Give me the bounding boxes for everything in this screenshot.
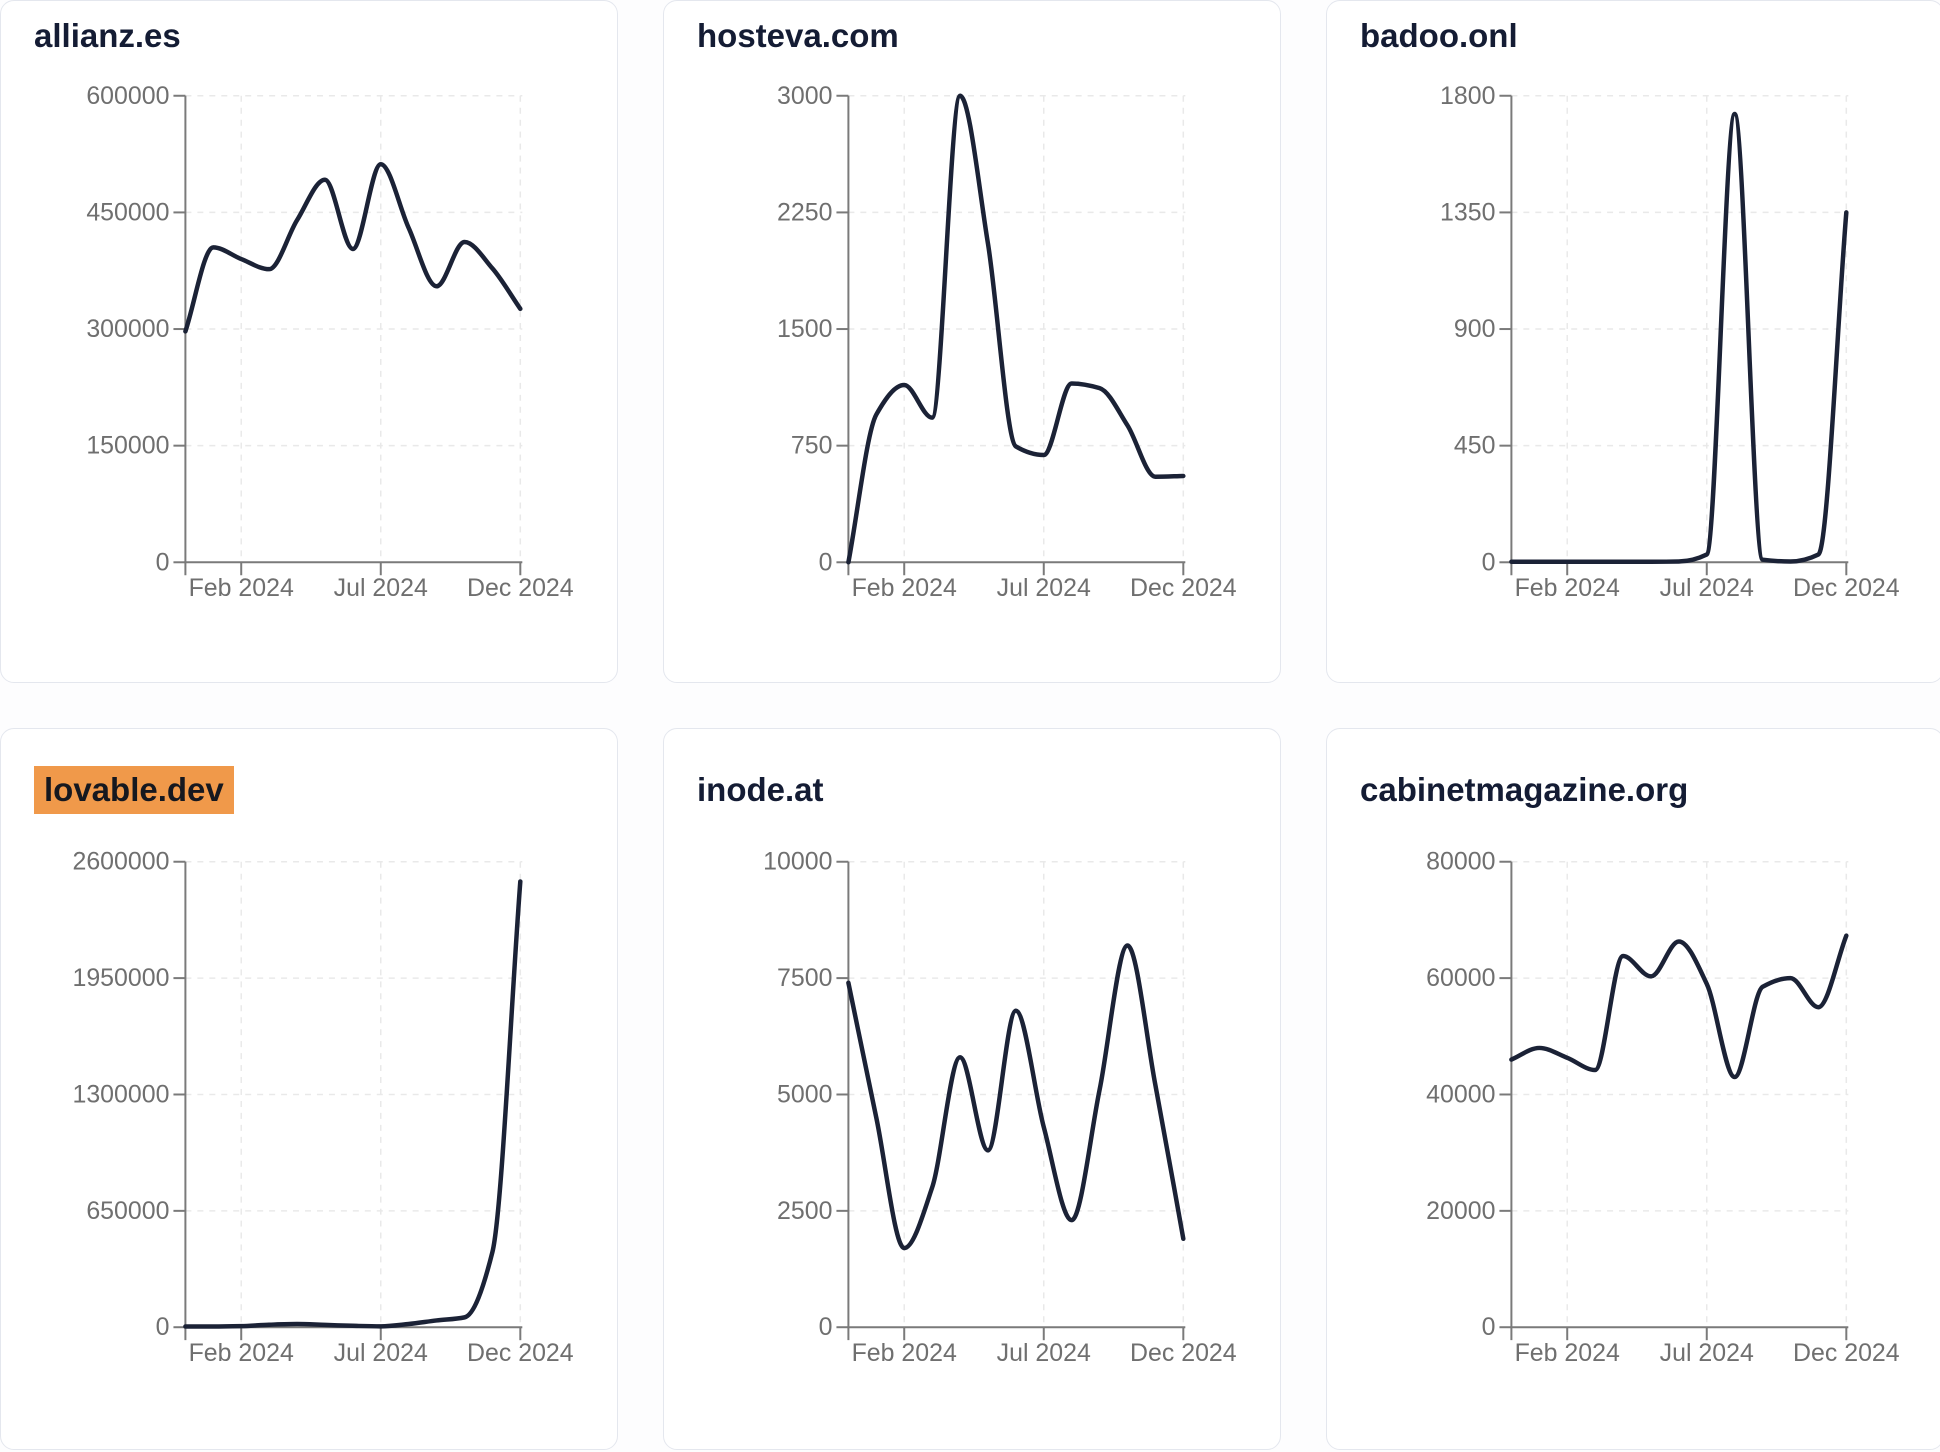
x-tick-label: Dec 2024 (1793, 1339, 1900, 1367)
y-tick-label: 1500 (777, 315, 832, 343)
domain-title: inode.at (697, 771, 824, 808)
y-tick-label: 2250 (777, 198, 832, 226)
y-tick-label: 0 (819, 548, 833, 576)
domain-title: hosteva.com (697, 17, 899, 54)
x-tick-label: Jul 2024 (1660, 574, 1754, 602)
traffic-line (846, 93, 1186, 565)
card-title: hosteva.com (697, 12, 899, 60)
x-tick-label: Jul 2024 (997, 574, 1091, 602)
traffic-line (846, 943, 1186, 1251)
y-tick-label: 450 (1454, 432, 1496, 460)
card-title: badoo.onl (1360, 12, 1518, 60)
y-tick-label: 10000 (763, 848, 832, 876)
domain-card-cabinetmagazine-org[interactable]: cabinetmagazine.org 0 20000 40000 60000 8000… (1326, 728, 1940, 1450)
x-tick-label: Feb 2024 (189, 574, 294, 602)
y-tick-label: 1800 (1440, 82, 1495, 110)
x-tick-label: Feb 2024 (1515, 1339, 1620, 1367)
domain-card-lovable-dev[interactable]: lovable.dev 0 650000 1300000 1950000 2600000… (0, 728, 618, 1450)
y-tick-label: 0 (156, 548, 170, 576)
y-tick-label: 0 (156, 1313, 170, 1341)
y-tick-label: 750 (791, 432, 833, 460)
traffic-line-chart: 0 2500 5000 7500 10000 Feb 2024 Jul 2024 Dec 20… (763, 848, 1237, 1367)
domain-card-inode-at[interactable]: inode.at 0 2500 5000 7500 10000 Feb 2024 Jul 2… (663, 728, 1281, 1450)
traffic-line-chart: 0 450 900 1350 1800 Feb 2024 Jul 2024 Dec 2024 (1440, 82, 1900, 602)
y-tick-label: 150000 (86, 432, 169, 460)
y-tick-label: 2600000 (72, 848, 169, 876)
y-tick-label: 0 (819, 1313, 833, 1341)
y-tick-label: 0 (1482, 1313, 1496, 1341)
y-tick-label: 0 (1482, 548, 1496, 576)
domain-card-allianz-es[interactable]: allianz.es 0 150000 300000 450000 600000 Feb … (0, 0, 618, 683)
domain-title-highlighted: lovable.dev (34, 766, 234, 814)
x-tick-label: Jul 2024 (334, 1339, 428, 1367)
y-tick-label: 5000 (777, 1080, 832, 1108)
x-tick-label: Dec 2024 (467, 1339, 574, 1367)
x-tick-label: Dec 2024 (467, 574, 574, 602)
traffic-line (1509, 933, 1849, 1080)
domain-title: allianz.es (34, 17, 181, 54)
y-tick-label: 7500 (777, 964, 832, 992)
traffic-line-chart: 0 750 1500 2250 3000 Feb 2024 Jul 2024 Dec 2024 (777, 82, 1237, 602)
y-tick-label: 650000 (86, 1197, 169, 1225)
y-tick-label: 20000 (1426, 1197, 1495, 1225)
traffic-line (1509, 111, 1849, 565)
traffic-line (183, 879, 523, 1329)
x-tick-label: Feb 2024 (1515, 574, 1620, 602)
x-tick-label: Feb 2024 (852, 1339, 957, 1367)
card-title: inode.at (697, 766, 824, 814)
domain-card-hosteva-com[interactable]: hosteva.com 0 750 1500 2250 3000 Feb 2024 Jul … (663, 0, 1281, 683)
domain-title: badoo.onl (1360, 17, 1518, 54)
traffic-line-chart: 0 150000 300000 450000 600000 Feb 2024 Jul 202… (86, 82, 574, 602)
y-tick-label: 900 (1454, 315, 1496, 343)
x-tick-label: Jul 2024 (334, 574, 428, 602)
y-tick-label: 2500 (777, 1197, 832, 1225)
x-tick-label: Feb 2024 (189, 1339, 294, 1367)
y-tick-label: 1350 (1440, 198, 1495, 226)
y-tick-label: 600000 (86, 82, 169, 110)
x-tick-label: Dec 2024 (1793, 574, 1900, 602)
card-title: cabinetmagazine.org (1360, 766, 1688, 814)
domain-card-badoo-onl[interactable]: badoo.onl 0 450 900 1350 1800 Feb 2024 Jul 202… (1326, 0, 1940, 683)
y-tick-label: 3000 (777, 82, 832, 110)
y-tick-label: 60000 (1426, 964, 1495, 992)
x-tick-label: Dec 2024 (1130, 1339, 1237, 1367)
x-tick-label: Jul 2024 (997, 1339, 1091, 1367)
y-tick-label: 1950000 (72, 964, 169, 992)
x-tick-label: Jul 2024 (1660, 1339, 1754, 1367)
traffic-line (183, 161, 523, 334)
y-tick-label: 1300000 (72, 1080, 169, 1108)
card-title: lovable.dev (34, 766, 234, 814)
y-tick-label: 80000 (1426, 848, 1495, 876)
x-tick-label: Dec 2024 (1130, 574, 1237, 602)
y-tick-label: 450000 (86, 198, 169, 226)
y-tick-label: 300000 (86, 315, 169, 343)
domain-title: cabinetmagazine.org (1360, 771, 1689, 808)
card-title: allianz.es (34, 12, 181, 60)
traffic-line-chart: 0 650000 1300000 1950000 2600000 Feb 2024 Jul … (72, 848, 574, 1367)
x-tick-label: Feb 2024 (852, 574, 957, 602)
y-tick-label: 40000 (1426, 1080, 1495, 1108)
traffic-line-chart: 0 20000 40000 60000 80000 Feb 2024 Jul 2024 Dec… (1426, 848, 1900, 1367)
